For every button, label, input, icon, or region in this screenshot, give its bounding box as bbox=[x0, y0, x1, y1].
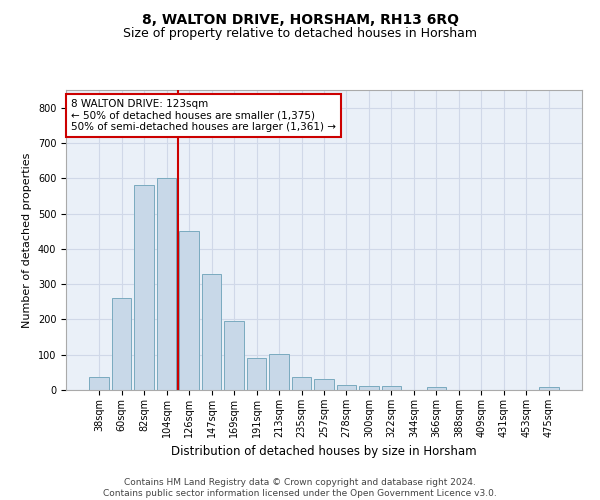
Bar bbox=[337, 384, 356, 390]
Bar bbox=[134, 186, 154, 390]
Bar bbox=[202, 274, 221, 390]
Bar bbox=[359, 386, 379, 390]
Bar bbox=[539, 387, 559, 390]
X-axis label: Distribution of detached houses by size in Horsham: Distribution of detached houses by size … bbox=[171, 446, 477, 458]
Bar bbox=[269, 354, 289, 390]
Text: 8, WALTON DRIVE, HORSHAM, RH13 6RQ: 8, WALTON DRIVE, HORSHAM, RH13 6RQ bbox=[142, 12, 458, 26]
Bar bbox=[314, 378, 334, 390]
Bar bbox=[157, 178, 176, 390]
Bar bbox=[427, 387, 446, 390]
Bar bbox=[112, 298, 131, 390]
Bar bbox=[247, 358, 266, 390]
Bar bbox=[179, 231, 199, 390]
Bar bbox=[292, 377, 311, 390]
Y-axis label: Number of detached properties: Number of detached properties bbox=[22, 152, 32, 328]
Bar bbox=[382, 386, 401, 390]
Text: Size of property relative to detached houses in Horsham: Size of property relative to detached ho… bbox=[123, 28, 477, 40]
Text: Contains HM Land Registry data © Crown copyright and database right 2024.
Contai: Contains HM Land Registry data © Crown c… bbox=[103, 478, 497, 498]
Bar bbox=[224, 321, 244, 390]
Text: 8 WALTON DRIVE: 123sqm
← 50% of detached houses are smaller (1,375)
50% of semi-: 8 WALTON DRIVE: 123sqm ← 50% of detached… bbox=[71, 99, 336, 132]
Bar bbox=[89, 376, 109, 390]
